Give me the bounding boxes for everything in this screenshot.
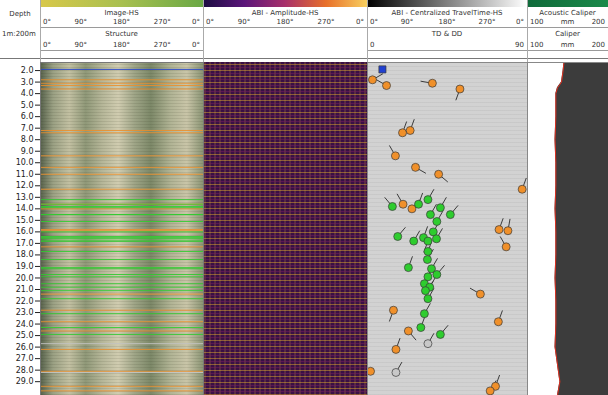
html-text:90°: 90° <box>237 18 251 26</box>
html-text:0°: 0° <box>516 18 524 26</box>
svg-text:23.0: 23.0 <box>16 308 34 317</box>
svg-text:5.0: 5.0 <box>21 101 34 110</box>
svg-text:12.0: 12.0 <box>16 181 34 190</box>
svg-text:11.0: 11.0 <box>16 170 34 179</box>
html-text:270°: 270° <box>317 18 335 26</box>
html-text:90: 90 <box>515 41 524 49</box>
svg-text:13.0: 13.0 <box>16 193 34 202</box>
html-text:0°: 0° <box>356 18 364 26</box>
html-text:0: 0 <box>370 41 375 49</box>
svg-text:2.0: 2.0 <box>21 66 34 75</box>
html-text:200: 200 <box>591 41 605 49</box>
html-text:90°: 90° <box>74 18 87 26</box>
svg-text:20.0: 20.0 <box>16 274 34 283</box>
html-text:Image-HS: Image-HS <box>104 9 139 17</box>
html-text:90°: 90° <box>400 18 414 26</box>
html-text:100: 100 <box>530 41 544 49</box>
svg-text:16.0: 16.0 <box>16 227 34 236</box>
svg-text:26.0: 26.0 <box>16 343 34 352</box>
html-text:0°: 0° <box>192 41 200 49</box>
svg-text:27.0: 27.0 <box>16 354 34 363</box>
svg-text:25.0: 25.0 <box>16 331 34 340</box>
svg-text:8.0: 8.0 <box>21 135 34 144</box>
html-text:270°: 270° <box>153 41 171 49</box>
html-text:200: 200 <box>591 18 605 26</box>
html-text:270°: 270° <box>478 18 496 26</box>
html-text:Acoustic Caliper: Acoustic Caliper <box>539 9 596 17</box>
svg-text:10.0: 10.0 <box>16 158 34 167</box>
svg-text:18.0: 18.0 <box>16 250 34 259</box>
html-text:1m:200m: 1m:200m <box>2 30 36 38</box>
html-text:0°: 0° <box>43 18 51 26</box>
html-text:mm: mm <box>560 41 575 49</box>
html-text:Structure: Structure <box>105 30 138 38</box>
html-text:mm: mm <box>560 18 575 26</box>
svg-text:22.0: 22.0 <box>16 297 34 306</box>
svg-text:29.0: 29.0 <box>16 377 34 386</box>
html-text:TD & DD: TD & DD <box>431 30 463 38</box>
svg-text:7.0: 7.0 <box>21 124 34 133</box>
svg-text:21.0: 21.0 <box>16 285 34 294</box>
html-text:0°: 0° <box>206 18 214 26</box>
html-text:90°: 90° <box>74 41 87 49</box>
html-text:0°: 0° <box>43 41 51 49</box>
html-text:Caliper: Caliper <box>555 30 580 38</box>
svg-text:19.0: 19.0 <box>16 262 34 271</box>
html-text:Depth: Depth <box>9 10 31 18</box>
svg-text:4.0: 4.0 <box>21 89 34 98</box>
html-text:ABI - Amplitude-HS: ABI - Amplitude-HS <box>251 9 319 17</box>
html-text:180°: 180° <box>113 41 130 49</box>
html-text:180°: 180° <box>438 18 456 26</box>
svg-text:14.0: 14.0 <box>16 204 34 213</box>
html-text:180°: 180° <box>276 18 294 26</box>
svg-text:24.0: 24.0 <box>16 320 34 329</box>
svg-text:15.0: 15.0 <box>16 216 34 225</box>
svg-text:17.0: 17.0 <box>16 239 34 248</box>
html-text:0°: 0° <box>192 18 200 26</box>
svg-text:6.0: 6.0 <box>21 112 34 121</box>
html-text:0°: 0° <box>370 18 378 26</box>
svg-text:3.0: 3.0 <box>21 78 34 87</box>
svg-text:28.0: 28.0 <box>16 366 34 375</box>
html-text:100: 100 <box>530 18 544 26</box>
svg-text:9.0: 9.0 <box>21 147 34 156</box>
html-text:270°: 270° <box>153 18 171 26</box>
html-text:180°: 180° <box>113 18 130 26</box>
html-text:ABI - Centralized TravelTime-H: ABI - Centralized TravelTime-HS <box>391 9 503 17</box>
